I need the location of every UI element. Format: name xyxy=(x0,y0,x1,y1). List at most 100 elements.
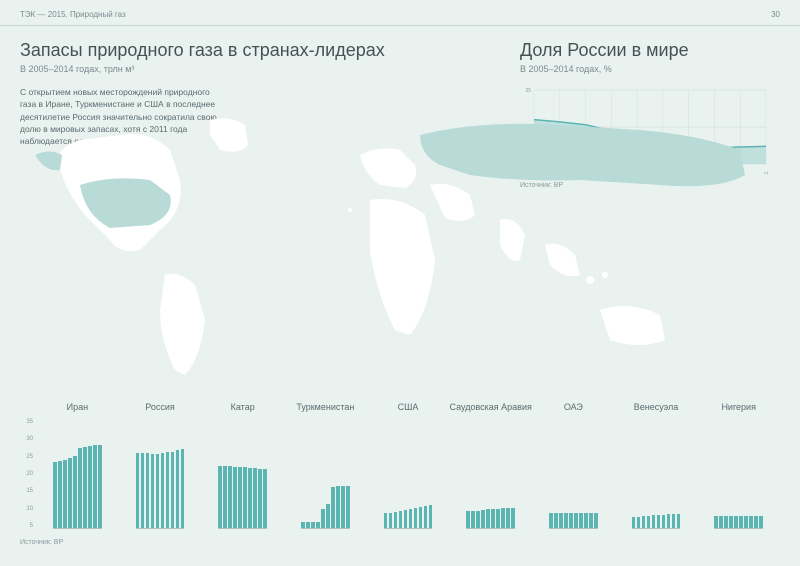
bar xyxy=(429,505,433,528)
bar xyxy=(404,510,408,528)
bar xyxy=(53,462,57,528)
header-left: ТЭК — 2015. Природный газ xyxy=(20,10,126,19)
bar xyxy=(642,516,646,528)
page-header: ТЭК — 2015. Природный газ 30 xyxy=(0,0,800,26)
bar xyxy=(228,466,232,528)
bar xyxy=(238,467,242,528)
bar xyxy=(662,515,666,528)
country-label: ОАЭ xyxy=(564,391,583,413)
bar xyxy=(496,509,500,528)
bar xyxy=(419,507,423,528)
bar xyxy=(594,513,598,528)
svg-text:10: 10 xyxy=(661,170,666,175)
bar-cluster xyxy=(549,444,598,529)
bar xyxy=(559,513,563,528)
bar xyxy=(667,514,671,528)
line-chart-source: Источник: BP xyxy=(520,182,780,189)
bar xyxy=(311,522,315,528)
bar xyxy=(384,513,388,528)
line-chart-title: Доля России в мире xyxy=(520,40,780,61)
bar xyxy=(414,508,418,528)
bar xyxy=(161,453,165,528)
bar xyxy=(579,513,583,528)
bar-chart-section: Иран Россия Катар Туркменистан США Саудовская… xyxy=(20,391,780,546)
bar xyxy=(584,513,588,528)
bar xyxy=(181,449,185,528)
bar-cluster xyxy=(218,444,267,529)
bar xyxy=(589,513,593,528)
y-tick: 15 xyxy=(26,488,33,494)
bar xyxy=(466,511,470,528)
bar xyxy=(98,445,102,528)
bar xyxy=(243,467,247,528)
bar xyxy=(491,509,495,528)
country-label: США xyxy=(398,391,419,413)
bar xyxy=(233,467,237,528)
y-tick: 25 xyxy=(26,454,33,460)
bar xyxy=(749,516,753,528)
bar xyxy=(306,522,310,528)
bar xyxy=(734,516,738,528)
bar xyxy=(399,511,403,528)
bar xyxy=(166,452,170,528)
bar xyxy=(58,461,62,528)
svg-text:25: 25 xyxy=(525,88,531,94)
country-bar-group xyxy=(284,444,367,529)
bar xyxy=(739,516,743,528)
bar-cluster xyxy=(466,444,515,529)
bar xyxy=(83,447,87,528)
bar xyxy=(93,445,97,528)
bar xyxy=(759,516,763,528)
bars-row: 3530252015105 xyxy=(20,419,780,529)
bar xyxy=(389,513,393,528)
bar xyxy=(88,446,92,528)
svg-text:07: 07 xyxy=(583,170,588,175)
svg-text:05: 05 xyxy=(532,170,537,175)
svg-text:15: 15 xyxy=(525,162,531,168)
bar xyxy=(248,468,252,528)
bar xyxy=(218,466,222,528)
bar xyxy=(729,516,733,528)
country-label: Венесуэла xyxy=(634,391,679,413)
country-bar-group xyxy=(367,444,450,529)
bar xyxy=(141,453,145,528)
line-chart-svg: 15202505060708091011121314 xyxy=(520,86,770,176)
bar xyxy=(632,517,636,528)
country-label: Катар xyxy=(231,391,255,413)
bar-cluster xyxy=(301,444,350,529)
country-label: Иран xyxy=(67,391,88,413)
main-content: Запасы природного газа в странах-лидерах… xyxy=(0,26,800,189)
country-bar-group xyxy=(615,444,698,529)
bar xyxy=(223,466,227,528)
bar xyxy=(476,511,480,528)
bar xyxy=(719,516,723,528)
country-bar-group xyxy=(201,444,284,529)
bar xyxy=(68,458,72,528)
bar xyxy=(136,453,140,528)
y-tick: 35 xyxy=(26,419,33,425)
bar xyxy=(511,508,515,528)
bar xyxy=(637,517,641,528)
bar xyxy=(409,509,413,528)
bar xyxy=(714,516,718,528)
line-chart-subtitle: В 2005–2014 годах, % xyxy=(520,64,780,74)
y-tick: 5 xyxy=(30,523,33,529)
bar-cluster xyxy=(632,444,681,529)
bar xyxy=(78,448,82,528)
y-tick: 30 xyxy=(26,436,33,442)
bar xyxy=(647,516,651,528)
bar xyxy=(672,514,676,528)
svg-text:12: 12 xyxy=(712,170,717,175)
svg-text:08: 08 xyxy=(609,170,614,175)
country-label: Саудовская Аравия xyxy=(450,391,532,413)
bar xyxy=(657,515,661,528)
bar xyxy=(336,486,340,528)
bar xyxy=(156,454,160,528)
main-title: Запасы природного газа в странах-лидерах xyxy=(20,40,490,61)
bar-cluster xyxy=(714,444,763,529)
right-column: Доля России в мире В 2005–2014 годах, % … xyxy=(520,40,780,189)
bar xyxy=(151,454,155,528)
bar xyxy=(341,486,345,529)
country-label: Туркменистан xyxy=(296,391,354,413)
country-label: Россия xyxy=(145,391,175,413)
